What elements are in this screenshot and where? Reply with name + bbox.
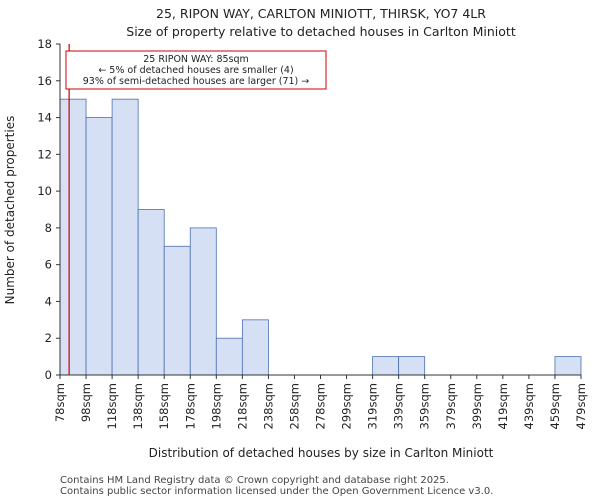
y-tick-label-6: 6 <box>45 258 52 272</box>
x-axis-label: Distribution of detached houses by size … <box>149 446 494 460</box>
x-tick-label-419sqm: 419sqm <box>496 383 510 429</box>
y-tick-label-16: 16 <box>37 74 52 88</box>
annotation-box <box>65 50 327 90</box>
y-tick-label-12: 12 <box>37 147 52 161</box>
footer-line-2: Contains public sector information licen… <box>60 486 493 497</box>
x-tick-label-299sqm: 299sqm <box>340 383 354 429</box>
y-tick-label-0: 0 <box>45 368 52 382</box>
bar-78sqm <box>59 98 87 376</box>
bars-group <box>59 98 582 376</box>
x-tick-label-479sqm: 479sqm <box>574 383 588 429</box>
y-tick-label-4: 4 <box>45 294 52 308</box>
y-axis: 0 2 4 6 8 10 12 14 16 18 <box>37 37 61 382</box>
x-tick-label-339sqm: 339sqm <box>392 383 406 429</box>
y-tick-label-10: 10 <box>37 184 52 198</box>
x-tick-label-258sqm: 258sqm <box>287 383 301 429</box>
x-tick-label-158sqm: 158sqm <box>157 383 171 429</box>
bar-178sqm <box>189 227 217 376</box>
x-tick-label-379sqm: 379sqm <box>444 383 458 429</box>
y-axis-label: Number of detached properties <box>3 116 17 305</box>
bar-339sqm <box>398 356 426 376</box>
y-tick-label-14: 14 <box>37 111 52 125</box>
y-tick-label-18: 18 <box>37 37 52 51</box>
x-axis: 78sqm 98sqm 118sqm 138sqm 158sqm 178sqm 198sqm… <box>53 374 588 429</box>
bar-198sqm <box>215 337 243 376</box>
bar-218sqm <box>241 319 269 376</box>
x-tick-label-78sqm: 78sqm <box>53 383 67 422</box>
bar-158sqm <box>163 245 191 376</box>
bar-138sqm <box>137 209 165 376</box>
x-tick-label-118sqm: 118sqm <box>105 383 119 429</box>
bar-459sqm <box>554 356 582 376</box>
x-tick-label-459sqm: 459sqm <box>548 383 562 429</box>
x-tick-label-439sqm: 439sqm <box>522 383 536 429</box>
x-tick-label-198sqm: 198sqm <box>209 383 223 429</box>
x-tick-label-178sqm: 178sqm <box>183 383 197 429</box>
chart-title-line-1: 25, RIPON WAY, CARLTON MINIOTT, THIRSK, … <box>156 6 486 21</box>
annotation-line-2: ← 5% of detached houses are smaller (4) <box>98 65 293 76</box>
x-tick-label-278sqm: 278sqm <box>314 383 328 429</box>
annotation-line-1: 25 RIPON WAY: 85sqm <box>143 54 249 65</box>
bar-118sqm <box>111 98 139 376</box>
annotation-line-3: 93% of semi-detached houses are larger (… <box>83 76 310 87</box>
bar-319sqm <box>372 356 400 376</box>
chart-title-line-2: Size of property relative to detached ho… <box>126 24 516 39</box>
x-tick-label-319sqm: 319sqm <box>366 383 380 429</box>
x-tick-label-238sqm: 238sqm <box>261 383 275 429</box>
y-tick-label-8: 8 <box>45 221 52 235</box>
y-tick-label-2: 2 <box>45 331 52 345</box>
x-tick-label-399sqm: 399sqm <box>470 383 484 429</box>
x-tick-label-359sqm: 359sqm <box>418 383 432 429</box>
x-tick-label-98sqm: 98sqm <box>79 383 93 422</box>
bar-98sqm <box>85 117 113 376</box>
footer-line-1: Contains HM Land Registry data © Crown c… <box>60 475 449 486</box>
x-tick-label-138sqm: 138sqm <box>131 383 145 429</box>
x-tick-label-218sqm: 218sqm <box>235 383 249 429</box>
